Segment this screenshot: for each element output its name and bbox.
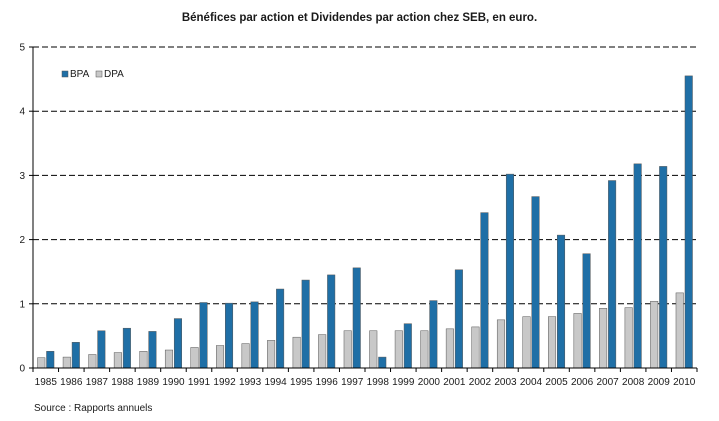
x-tick-label: 1995 <box>290 377 313 388</box>
bar-bpa-2004 <box>531 196 540 369</box>
x-tick-label: 1986 <box>60 377 83 388</box>
legend-swatch-dpa <box>95 70 103 78</box>
y-tick-label: 4 <box>19 107 25 118</box>
x-tick-label: 2001 <box>443 377 466 388</box>
x-tick-label: 1989 <box>137 377 160 388</box>
x-tick-label: 2006 <box>571 377 594 388</box>
legend-label-dpa: DPA <box>104 69 124 80</box>
bar-dpa-1986 <box>62 356 71 369</box>
bar-dpa-2005 <box>548 316 557 369</box>
x-tick-label: 2010 <box>673 377 696 388</box>
y-tick-label: 5 <box>19 43 25 54</box>
bar-dpa-1988 <box>113 352 122 369</box>
x-tick-label: 1991 <box>188 377 211 388</box>
bar-dpa-2003 <box>496 319 505 369</box>
bar-dpa-2008 <box>624 307 633 369</box>
x-tick-label: 2003 <box>494 377 517 388</box>
bar-bpa-1999 <box>403 323 412 369</box>
bar-bpa-1994 <box>276 288 285 369</box>
x-tick-label: 2004 <box>520 377 543 388</box>
bar-bpa-2006 <box>582 253 591 369</box>
x-tick-label: 1990 <box>162 377 185 388</box>
bar-bpa-1993 <box>250 301 259 369</box>
bar-bpa-1986 <box>71 342 80 369</box>
bar-bpa-2003 <box>505 173 514 369</box>
x-tick-label: 1987 <box>86 377 109 388</box>
legend: BPA DPA <box>61 69 124 80</box>
bar-dpa-1994 <box>267 340 276 369</box>
x-tick-label: 2000 <box>418 377 441 388</box>
bar-dpa-1998 <box>369 330 378 369</box>
bar-dpa-1992 <box>216 345 225 369</box>
bar-bpa-1988 <box>122 327 131 369</box>
bar-dpa-2000 <box>420 330 429 369</box>
bar-dpa-1989 <box>139 351 148 369</box>
x-tick-label: 1999 <box>392 377 415 388</box>
bar-dpa-1987 <box>88 354 97 369</box>
bars <box>37 75 693 369</box>
bar-bpa-2002 <box>480 212 489 369</box>
bar-dpa-2009 <box>650 300 659 369</box>
x-tick-label: 2008 <box>622 377 645 388</box>
bar-dpa-1990 <box>164 349 173 369</box>
x-tick-label: 1994 <box>264 377 287 388</box>
x-tick-label: 2005 <box>545 377 568 388</box>
x-tick-label: 1993 <box>239 377 262 388</box>
x-tick-label: 1997 <box>341 377 364 388</box>
bar-bpa-1998 <box>378 356 387 369</box>
x-tick-label: 2002 <box>469 377 492 388</box>
bar-bpa-2000 <box>429 300 438 369</box>
bar-bpa-2001 <box>454 269 463 369</box>
bar-bpa-1985 <box>46 351 55 369</box>
bar-bpa-2010 <box>684 75 693 369</box>
bar-bpa-1990 <box>173 318 182 369</box>
x-tick-label: 1992 <box>213 377 236 388</box>
y-tick-label: 0 <box>19 364 25 375</box>
bar-bpa-2007 <box>608 180 617 369</box>
grid-lines <box>33 46 697 305</box>
bar-dpa-1999 <box>394 330 403 369</box>
y-tick-label: 3 <box>19 171 25 182</box>
bar-dpa-2002 <box>471 326 480 369</box>
chart-title: Bénéfices par action et Dividendes par a… <box>181 12 538 24</box>
bar-bpa-1995 <box>301 279 310 369</box>
x-tick-label: 1988 <box>111 377 134 388</box>
bar-dpa-2004 <box>522 316 531 369</box>
y-tick-label: 1 <box>19 299 25 310</box>
bar-bpa-1992 <box>225 302 234 369</box>
y-tick-label: 2 <box>19 235 25 246</box>
bar-dpa-2001 <box>445 328 454 369</box>
x-tick-label: 1998 <box>367 377 390 388</box>
bar-bpa-1987 <box>97 330 106 369</box>
bar-bpa-1997 <box>352 267 361 369</box>
bar-dpa-1985 <box>37 357 46 369</box>
legend-swatch-bpa <box>61 70 69 78</box>
x-tick-label: 1996 <box>316 377 339 388</box>
legend-label-bpa: BPA <box>70 69 90 80</box>
bar-bpa-2008 <box>633 163 642 369</box>
bar-dpa-2007 <box>599 308 608 369</box>
bar-bpa-2009 <box>659 166 668 369</box>
bar-dpa-1995 <box>292 336 301 369</box>
bar-dpa-1996 <box>318 334 327 369</box>
x-tick-label: 2009 <box>648 377 671 388</box>
bar-dpa-1991 <box>190 347 199 369</box>
bar-dpa-2006 <box>573 313 582 369</box>
x-tick-label: 2007 <box>596 377 619 388</box>
bar-bpa-1991 <box>199 302 208 369</box>
bar-dpa-2010 <box>675 292 684 369</box>
bar-bpa-1996 <box>327 274 336 369</box>
bar-dpa-1993 <box>241 343 250 369</box>
bar-bpa-1989 <box>148 331 157 369</box>
source-note: Source : Rapports annuels <box>34 403 153 414</box>
bar-dpa-1997 <box>343 330 352 369</box>
bar-bpa-2005 <box>557 234 566 369</box>
x-tick-label: 1985 <box>35 377 58 388</box>
